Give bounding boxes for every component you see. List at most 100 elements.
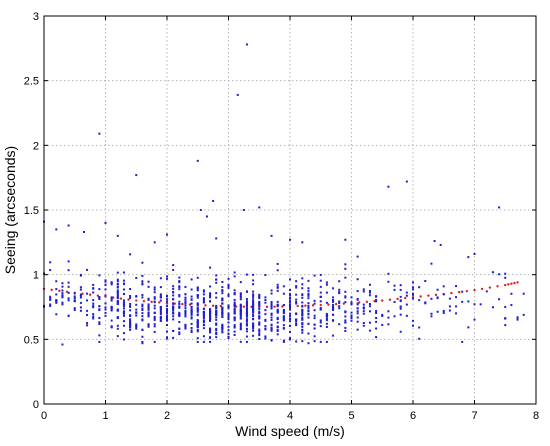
data-point	[196, 308, 199, 311]
data-point	[184, 307, 187, 310]
data-point	[307, 294, 310, 297]
data-point	[233, 309, 236, 312]
data-point	[147, 323, 150, 326]
data-point	[172, 290, 175, 293]
data-point	[153, 307, 156, 310]
data-point	[276, 308, 279, 311]
data-point	[448, 309, 451, 312]
fit-point	[50, 288, 53, 292]
data-point	[116, 324, 119, 327]
data-point	[307, 304, 310, 307]
data-point	[122, 279, 125, 282]
data-point	[233, 271, 236, 274]
data-point	[436, 310, 439, 313]
data-point	[313, 327, 316, 330]
data-point	[153, 315, 156, 318]
data-point	[98, 321, 101, 324]
data-point	[196, 306, 199, 309]
data-point	[172, 294, 175, 297]
data-point	[319, 291, 322, 294]
data-point	[245, 320, 248, 323]
outlier-point	[498, 206, 501, 209]
data-point	[319, 308, 322, 311]
data-point	[110, 283, 113, 286]
fit-point	[496, 285, 499, 288]
data-point	[375, 327, 378, 330]
data-point	[252, 334, 255, 337]
data-point	[319, 295, 322, 298]
data-point	[245, 300, 248, 303]
data-point	[98, 297, 101, 300]
data-point	[159, 311, 162, 314]
data-point	[86, 309, 89, 312]
data-point	[49, 297, 52, 300]
data-point	[172, 268, 175, 271]
data-point	[252, 305, 255, 308]
data-point	[67, 285, 70, 288]
outlier-point	[387, 185, 390, 188]
grid-lines	[44, 16, 536, 404]
data-point	[239, 340, 242, 343]
data-point	[356, 278, 359, 281]
fit-point	[142, 299, 146, 303]
data-point	[442, 285, 445, 288]
data-point	[159, 296, 162, 299]
data-point	[307, 313, 310, 316]
data-point	[307, 289, 310, 292]
data-point	[325, 317, 328, 320]
data-point	[178, 321, 181, 324]
data-point	[258, 337, 261, 340]
data-point	[239, 310, 242, 313]
data-point	[178, 280, 181, 283]
y-tick-label: 2.5	[24, 76, 39, 88]
data-point	[196, 310, 199, 313]
data-point	[295, 313, 298, 316]
data-point	[252, 283, 255, 286]
data-point	[381, 324, 384, 327]
data-point	[412, 281, 414, 284]
data-point	[356, 328, 359, 331]
data-point	[209, 293, 212, 296]
outlier-point	[242, 209, 245, 211]
x-tick-label: 4	[287, 410, 293, 422]
data-point	[258, 304, 261, 307]
outlier-point	[166, 233, 168, 236]
data-point	[166, 337, 168, 340]
data-point	[135, 276, 138, 279]
data-point	[430, 315, 433, 318]
data-point	[190, 331, 193, 334]
outlier-point	[433, 240, 436, 243]
data-point	[332, 299, 335, 302]
data-point	[61, 282, 64, 285]
data-point	[221, 302, 224, 305]
data-point	[172, 306, 175, 309]
data-point	[276, 269, 279, 272]
data-point	[196, 337, 199, 340]
data-point	[221, 299, 224, 302]
data-point	[301, 283, 304, 286]
data-point	[498, 298, 501, 301]
data-point	[172, 315, 175, 318]
data-point	[98, 274, 101, 277]
data-point	[129, 314, 132, 317]
data-point	[79, 294, 82, 297]
data-point	[184, 310, 187, 313]
data-point	[289, 320, 291, 323]
data-point	[258, 302, 261, 305]
data-point	[362, 310, 365, 313]
data-point	[301, 293, 304, 296]
data-point	[227, 305, 230, 308]
data-point	[510, 292, 513, 295]
data-point	[49, 303, 52, 306]
data-point	[49, 304, 52, 307]
data-point	[368, 294, 371, 297]
data-point	[116, 289, 119, 292]
data-point	[184, 324, 187, 327]
data-point	[209, 292, 212, 295]
data-point	[159, 277, 162, 280]
data-point	[79, 273, 82, 276]
fit-point	[488, 286, 492, 289]
data-point	[166, 323, 168, 326]
data-point	[116, 292, 119, 295]
data-point	[252, 293, 255, 296]
